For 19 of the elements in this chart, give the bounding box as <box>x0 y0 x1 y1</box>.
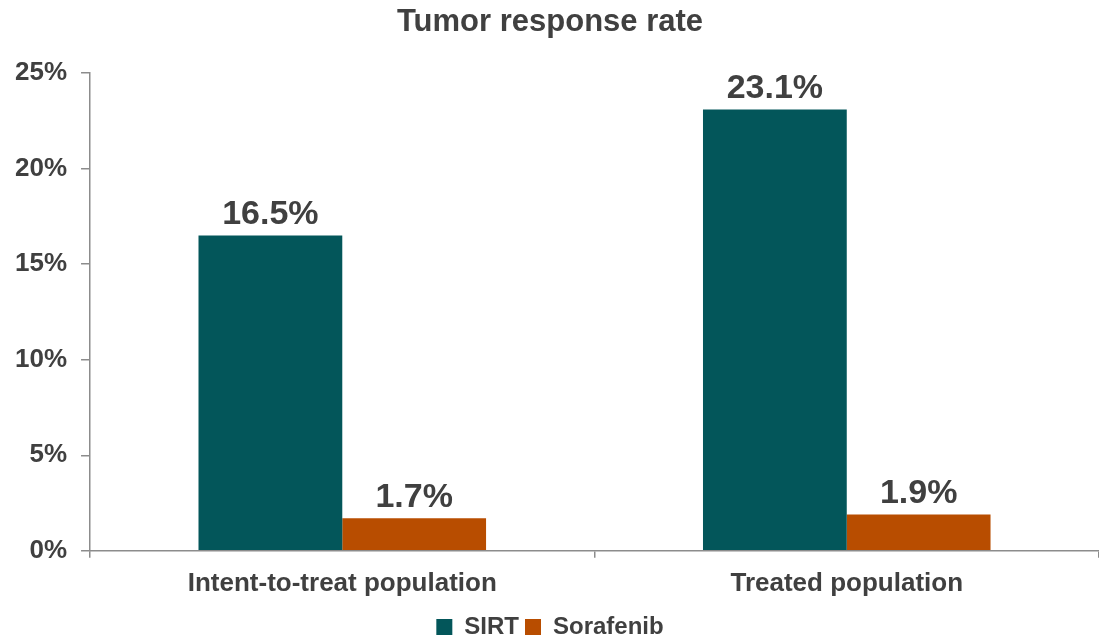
y-tick-label: 25% <box>14 56 68 87</box>
data-label: 16.5% <box>222 192 319 231</box>
y-tick-label: 20% <box>14 151 68 182</box>
bar <box>702 109 847 551</box>
legend-label: SIRT <box>464 611 520 639</box>
bar <box>846 514 991 551</box>
legend-label: Sorafenib <box>552 611 664 639</box>
x-tick-label: Treated population <box>730 566 964 597</box>
y-tick-label: 15% <box>14 247 68 278</box>
bar <box>342 518 487 551</box>
bar <box>198 235 343 551</box>
data-label: 1.7% <box>375 475 453 514</box>
chart-title: Tumor response rate <box>396 3 704 39</box>
y-tick-label: 10% <box>14 342 68 373</box>
x-tick-label: Intent-to-treat population <box>187 566 497 597</box>
data-label: 1.9% <box>879 471 958 510</box>
y-tick-label: 0% <box>29 533 68 564</box>
data-label: 23.1% <box>726 66 824 105</box>
y-tick-label: 5% <box>29 438 68 469</box>
